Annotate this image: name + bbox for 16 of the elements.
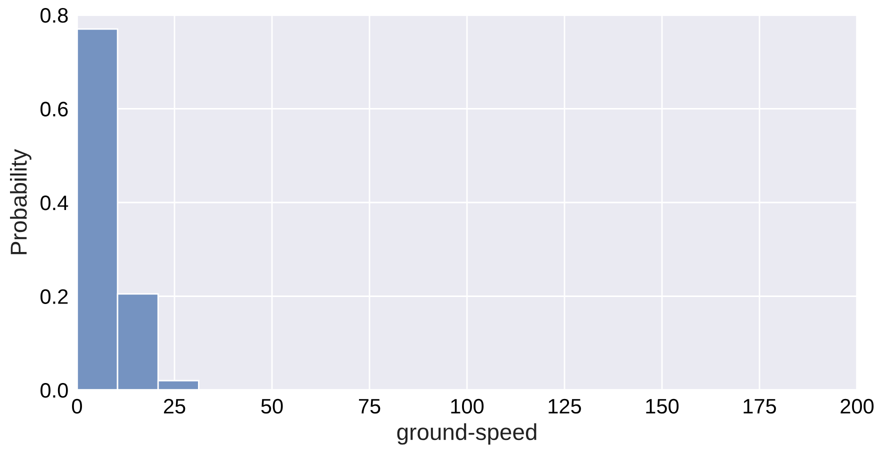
x-tick-label: 25: [164, 398, 186, 414]
x-tick-label: 175: [744, 399, 776, 414]
x-tick-label: 125: [548, 398, 582, 414]
y-tick-label: 0.0: [40, 383, 68, 398]
x-tick-label: 75: [358, 399, 380, 414]
x-tick-label: 150: [646, 398, 679, 414]
x-tick-label: 50: [261, 398, 283, 414]
y-tick-label: 0.6: [40, 102, 68, 117]
y-tick-label: 0.8: [40, 8, 68, 23]
y-tick-label: 0.4: [40, 196, 68, 210]
x-tick-label: 200: [840, 398, 874, 414]
y-tick-label: 0.2: [40, 289, 68, 304]
x-tick-label: 0: [72, 398, 82, 414]
x-axis-title: ground-speed: [397, 423, 536, 445]
x-tick-label: 100: [451, 398, 484, 414]
y-axis-title: Probability: [10, 149, 32, 254]
